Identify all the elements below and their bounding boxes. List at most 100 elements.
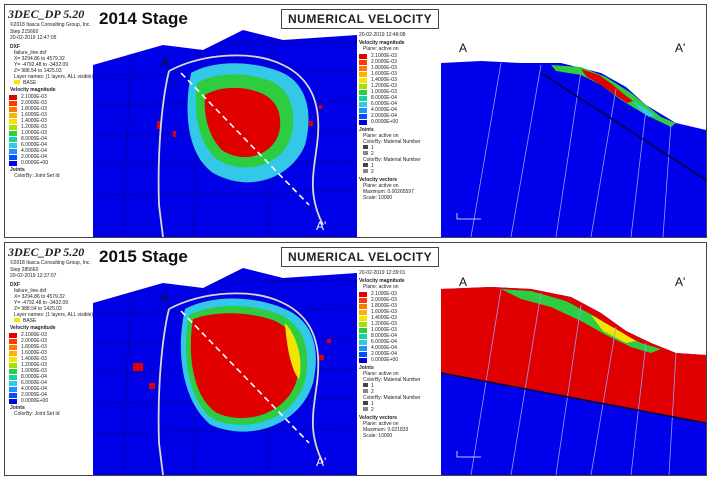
legend-swatch: [9, 112, 17, 118]
legend-row: 1.8000E-03: [359, 303, 443, 309]
failure-surface-line: [540, 72, 706, 181]
cross-section-plot: [441, 5, 706, 237]
velocity-magnitude-label: Velocity magnitude: [10, 325, 56, 331]
legend-swatch: [359, 71, 367, 77]
panel-2014: 3DEC_DP 5.20 ©2018 Itasca Consulting Gro…: [4, 4, 707, 238]
legend-value: 2.0000E-04: [21, 392, 47, 398]
legend-value: 8.0000E-04: [21, 374, 47, 380]
info-column: 3DEC_DP 5.20 ©2018 Itasca Consulting Gro…: [5, 243, 93, 475]
legend-row: 2.0000E-04: [359, 351, 443, 357]
3d-model-view[interactable]: A A': [93, 243, 357, 475]
copyright: ©2018 Itasca Consulting Group, Inc.: [10, 260, 91, 266]
joint-colorby: ColorBy: Joint Set Id: [14, 173, 60, 179]
side-velocity-legend: 2.1000E-03 2.0000E-03 1.8000E-03 1.6000E…: [359, 291, 443, 363]
red-zone: [190, 313, 299, 419]
cross-section-view[interactable]: A A': [441, 243, 706, 475]
legend-row: 1.0000E-03: [359, 327, 443, 333]
legend-row: 2.1000E-03: [359, 53, 443, 59]
red-spot: [309, 121, 313, 126]
vv-plane: Plane: active on: [363, 183, 399, 189]
legend-swatch: [359, 89, 367, 95]
red-spot: [319, 105, 322, 109]
legend-swatch: [359, 53, 367, 59]
legend-row: 2.0000E-03: [359, 59, 443, 65]
legend-swatch: [359, 333, 367, 339]
3d-model-view[interactable]: A A': [93, 5, 357, 237]
base-label: BASE: [23, 80, 37, 86]
legend-value: 8.0000E-04: [371, 333, 397, 339]
legend-swatch: [9, 106, 17, 112]
base-layer: BASE: [14, 80, 36, 86]
legend-row: 1.0000E-03: [9, 130, 93, 136]
section-a-label: A: [459, 275, 468, 289]
legend-row: 1.8000E-03: [359, 65, 443, 71]
legend-value: 1.8000E-03: [371, 303, 397, 309]
legend-swatch: [9, 392, 17, 398]
base-swatch-icon: [14, 80, 20, 84]
legend-swatch: [9, 142, 17, 148]
joint-line: [555, 70, 582, 237]
legend-value: 1.4000E-03: [371, 77, 397, 83]
legend-row: 0.0000E+00: [359, 357, 443, 363]
legend-value: 2.0000E-04: [371, 351, 397, 357]
legend-row: 1.2000E-03: [9, 124, 93, 130]
side-joint-val-2b: 2: [363, 407, 374, 413]
side-joint-val-1b: 1: [363, 163, 374, 169]
legend-swatch: [9, 160, 17, 166]
legend-row: 8.0000E-04: [359, 333, 443, 339]
side-joint-val-2: 2: [363, 389, 374, 395]
legend-value: 1.6000E-03: [371, 71, 397, 77]
joint-line: [630, 108, 647, 237]
legend-row: 1.8000E-03: [9, 106, 93, 112]
app-title: 3DEC_DP 5.20: [8, 245, 85, 259]
sky-area: [441, 243, 706, 355]
side-info-column: 20-02-2019 12:48:08 Velocity magnitude P…: [357, 5, 441, 237]
legend-value: 1.2000E-03: [371, 321, 397, 327]
legend-value: 6.0000E-04: [21, 380, 47, 386]
side-joint-val-1: 1: [363, 145, 374, 151]
legend-swatch: [359, 95, 367, 101]
legend-value: 2.1000E-03: [21, 94, 47, 100]
legend-swatch: [359, 119, 367, 125]
section-a-label: A: [161, 55, 170, 69]
side-joints-plane: Plane: active on: [363, 371, 399, 377]
3d-velocity-plot: [93, 5, 357, 237]
legend-value: 2.1000E-03: [371, 291, 397, 297]
legend-value: 1.2000E-03: [21, 362, 47, 368]
failure-surface-line: [441, 372, 706, 424]
legend-swatch: [359, 327, 367, 333]
side-joints-label: Joints: [359, 127, 374, 133]
velocity-vectors-label: Velocity vectors: [359, 415, 398, 421]
side-joint-val-1: 1: [363, 383, 374, 389]
legend-swatch: [9, 130, 17, 136]
legend-value: 4.0000E-04: [21, 386, 47, 392]
side-colorby-1: ColorBy: Material Number: [363, 377, 421, 383]
joint-line: [555, 304, 582, 475]
cross-section-view[interactable]: A A': [441, 5, 706, 237]
side-joint-val-1b: 1: [363, 401, 374, 407]
legend-value: 1.6000E-03: [371, 309, 397, 315]
legend-swatch: [9, 398, 17, 404]
joint-swatch-icon: [363, 151, 368, 155]
legend-swatch: [359, 65, 367, 71]
cyan-zone: [633, 101, 655, 117]
legend-value: 1.0000E-03: [371, 89, 397, 95]
legend-swatch: [9, 350, 17, 356]
legend-swatch: [359, 309, 367, 315]
red-spot: [157, 121, 161, 129]
legend-value: 1.2000E-03: [371, 83, 397, 89]
vv-scale: Scale: 10000: [363, 195, 393, 201]
legend-row: 6.0000E-04: [359, 101, 443, 107]
legend-value: 6.0000E-04: [371, 101, 397, 107]
legend-row: 2.1000E-03: [9, 332, 93, 338]
legend-row: 4.0000E-04: [9, 148, 93, 154]
joint-swatch-icon: [363, 407, 368, 411]
info-column: 3DEC_DP 5.20 ©2018 Itasca Consulting Gro…: [5, 5, 93, 237]
dxf-file: failure_line.dxf: [14, 288, 47, 294]
legend-swatch: [9, 374, 17, 380]
joint-swatch-icon: [363, 163, 368, 167]
legend-value: 2.0000E-04: [21, 154, 47, 160]
velocity-magnitude-label: Velocity magnitude: [10, 87, 56, 93]
legend-value: 8.0000E-04: [21, 136, 47, 142]
base-layer: BASE: [14, 318, 36, 324]
